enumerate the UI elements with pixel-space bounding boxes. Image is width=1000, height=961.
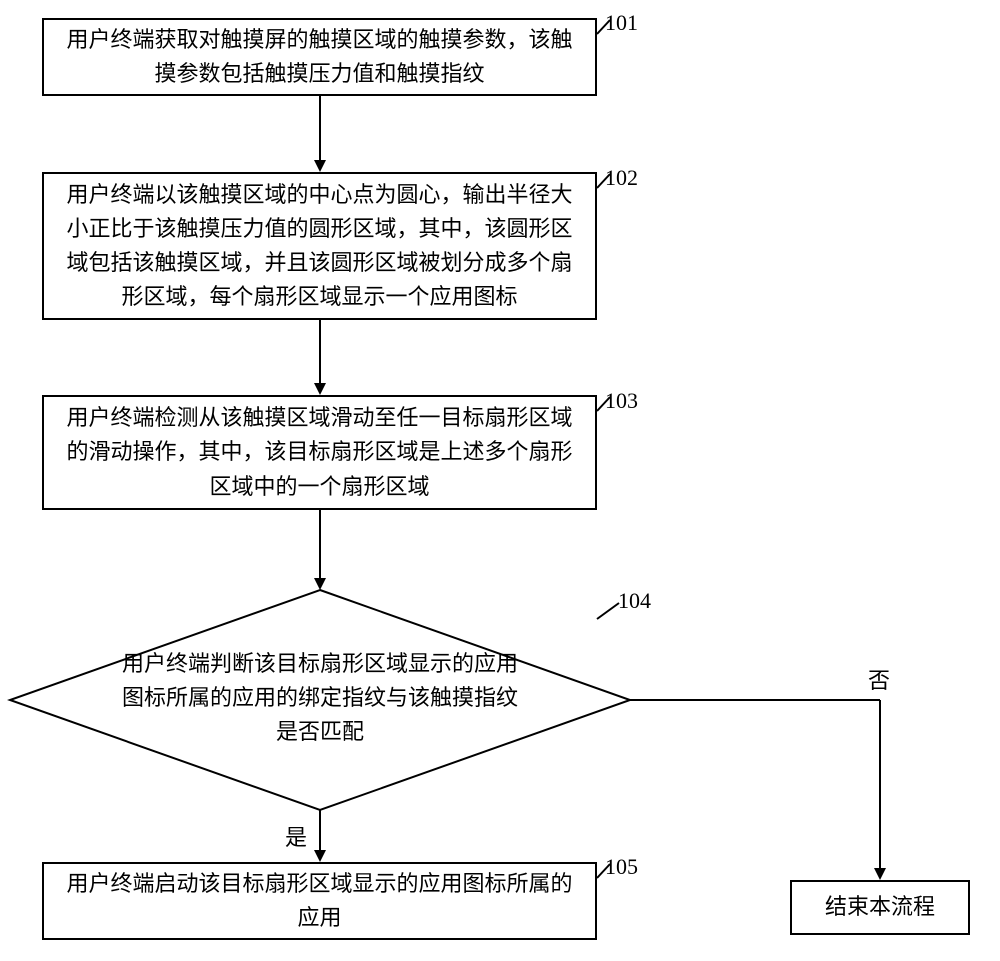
flow-step-101: 用户终端获取对触摸屏的触摸区域的触摸参数，该触摸参数包括触摸压力值和触摸指纹 (42, 18, 597, 96)
leader-104 (597, 603, 625, 623)
flow-step-102: 用户终端以该触摸区域的中心点为圆心，输出半径大小正比于该触摸压力值的圆形区域，其… (42, 172, 597, 320)
flow-step-103-text: 用户终端检测从该触摸区域滑动至任一目标扇形区域的滑动操作，其中，该目标扇形区域是… (56, 401, 583, 503)
flow-step-105-text: 用户终端启动该目标扇形区域显示的应用图标所属的应用 (56, 867, 583, 935)
flow-step-105: 用户终端启动该目标扇形区域显示的应用图标所属的应用 (42, 862, 597, 940)
flow-end-text: 结束本流程 (825, 890, 935, 924)
flow-decision-104-text: 用户终端判断该目标扇形区域显示的应用图标所属的应用的绑定指纹与该触摸指纹是否匹配 (120, 647, 520, 749)
flow-step-101-text: 用户终端获取对触摸屏的触摸区域的触摸参数，该触摸参数包括触摸压力值和触摸指纹 (56, 23, 583, 91)
edge-104-105 (314, 810, 326, 864)
leader-105 (597, 862, 617, 882)
edge-102-103 (314, 320, 326, 397)
leader-103 (597, 395, 617, 415)
leader-101 (597, 18, 617, 38)
edge-101-102 (314, 96, 326, 174)
flow-step-103: 用户终端检测从该触摸区域滑动至任一目标扇形区域的滑动操作，其中，该目标扇形区域是… (42, 395, 597, 510)
flow-end: 结束本流程 (790, 880, 970, 935)
edge-103-104 (314, 510, 326, 592)
edge-104-end (630, 694, 890, 884)
edge-104-end-label: 否 (868, 663, 890, 695)
leader-102 (597, 172, 617, 192)
flow-step-102-text: 用户终端以该触摸区域的中心点为圆心，输出半径大小正比于该触摸压力值的圆形区域，其… (56, 178, 583, 314)
edge-104-105-label: 是 (285, 820, 307, 852)
